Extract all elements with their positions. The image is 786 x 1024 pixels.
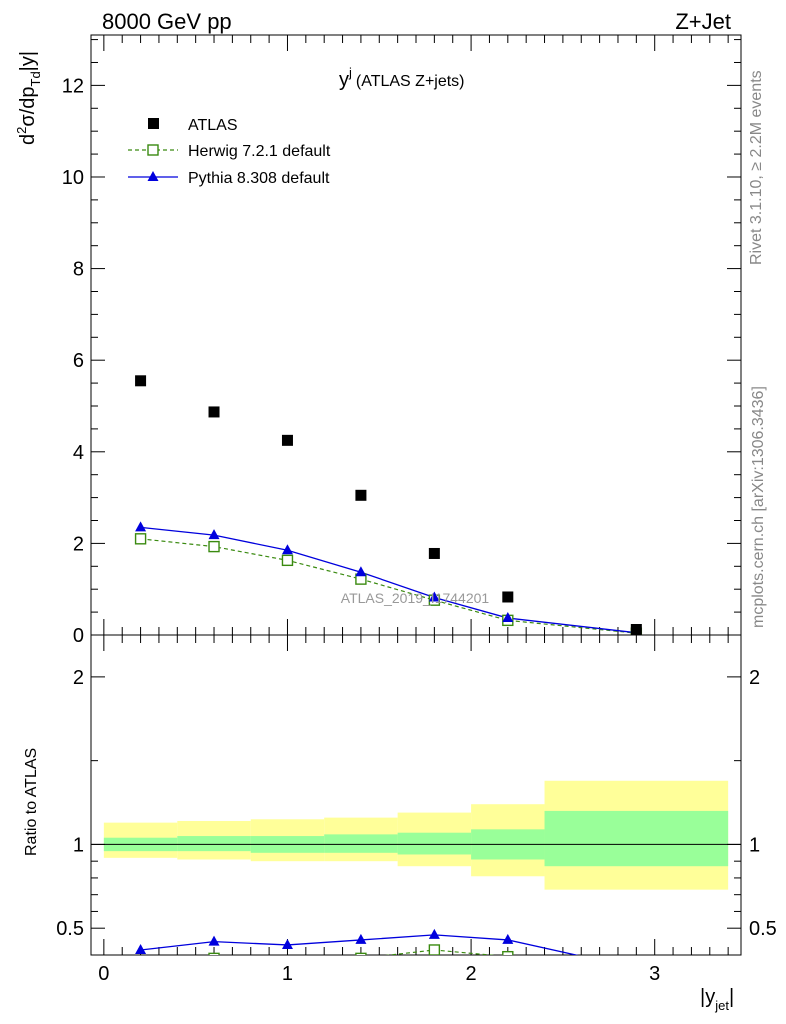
atlas-point <box>281 434 293 446</box>
main-series <box>134 375 643 635</box>
herwig-ratio-point <box>428 944 441 955</box>
ratio-y-tick-label-right: 1 <box>749 834 760 856</box>
legend-marker-pythia <box>147 171 159 181</box>
main-y-tick-label: 8 <box>73 259 84 281</box>
x-axis-label: |yjet| <box>700 986 734 1013</box>
herwig-point <box>134 533 147 545</box>
main-y-tick-label: 2 <box>73 533 84 555</box>
rivet-label: Rivet 3.1.10, ≥ 2.2M events <box>748 70 765 265</box>
x-tick-label: 1 <box>282 963 293 985</box>
atlas-point <box>208 406 220 418</box>
legend-label-atlas: ATLAS <box>188 117 238 134</box>
ratio-y-tick-label-right: 2 <box>749 667 760 689</box>
x-tick-label: 0 <box>98 963 109 985</box>
pythia-ratio-point <box>135 943 147 954</box>
pythia-point <box>428 591 440 602</box>
herwig-line <box>140 538 637 634</box>
atlas-point <box>502 591 514 603</box>
pythia-ratio-point <box>208 935 220 946</box>
ratio-series <box>135 928 642 983</box>
mcplots-label: mcplots.cern.ch [arXiv:1306.3436] <box>750 386 767 628</box>
legend: ATLAS Herwig 7.2.1 default Pythia 8.308 … <box>128 117 331 187</box>
x-tick-label: 3 <box>649 963 660 985</box>
herwig-ratio-point <box>208 952 220 955</box>
atlas-point <box>135 375 147 387</box>
herwig-ratio-point <box>136 958 146 968</box>
pythia-point <box>208 529 220 540</box>
pythia-point <box>355 566 367 577</box>
pythia-ratio-point <box>631 962 642 972</box>
legend-label-herwig: Herwig 7.2.1 default <box>188 143 331 160</box>
pythia-ratio-point <box>502 933 514 944</box>
stat-uncertainty-band <box>177 836 251 852</box>
x-tick-label: 2 <box>466 963 477 985</box>
ratio-bands <box>103 780 729 890</box>
header-left: 8000 GeV pp <box>102 9 232 34</box>
legend-label-pythia: Pythia 8.308 default <box>188 170 330 187</box>
stat-uncertainty-band <box>324 834 398 853</box>
pythia-point <box>135 521 147 532</box>
main-y-tick-label: 4 <box>73 442 84 464</box>
plot-title-superscript: j <box>348 65 352 80</box>
plot-title-symbol: y <box>339 69 349 91</box>
header-right: Z+Jet <box>675 9 731 34</box>
ratio-y-tick-label: 1 <box>73 834 84 856</box>
pythia-point <box>502 612 514 623</box>
main-y-tick-label: 0 <box>73 625 84 647</box>
pythia-ratio-point <box>355 933 367 944</box>
atlas-point <box>630 624 642 635</box>
ratio-y-tick-label: 2 <box>73 667 84 689</box>
pythia-ratio-point <box>428 928 440 939</box>
legend-marker-atlas <box>148 118 159 129</box>
y-axis-label-main: d2σ/dpTd|y| <box>14 51 43 145</box>
ratio-y-tick-label: 0.5 <box>56 918 84 940</box>
pythia-point <box>281 544 293 555</box>
herwig-point <box>208 540 220 553</box>
watermark: ATLAS_2019_I1744201 <box>341 590 490 606</box>
main-y-tick-label: 12 <box>62 75 84 97</box>
herwig-ratio-point <box>502 950 514 955</box>
legend-marker-herwig <box>147 144 159 156</box>
main-y-tick-label: 6 <box>73 350 84 372</box>
y-axis-label-ratio: Ratio to ATLAS <box>23 748 40 856</box>
ratio-y-tick-label-right: 0.5 <box>749 918 777 940</box>
pythia-ratio-point <box>281 938 293 949</box>
atlas-point <box>355 489 367 501</box>
herwig-ratio-point <box>631 973 641 983</box>
main-y-tick-label: 10 <box>62 167 84 189</box>
plot-title: yj (ATLAS Z+jets) <box>339 65 465 91</box>
plot-title-suffix: (ATLAS Z+jets) <box>356 73 465 90</box>
stat-uncertainty-band <box>544 810 729 867</box>
herwig-ratio-point <box>355 952 367 955</box>
atlas-point <box>428 547 440 559</box>
herwig-point <box>281 554 294 567</box>
stat-uncertainty-band <box>397 832 472 855</box>
